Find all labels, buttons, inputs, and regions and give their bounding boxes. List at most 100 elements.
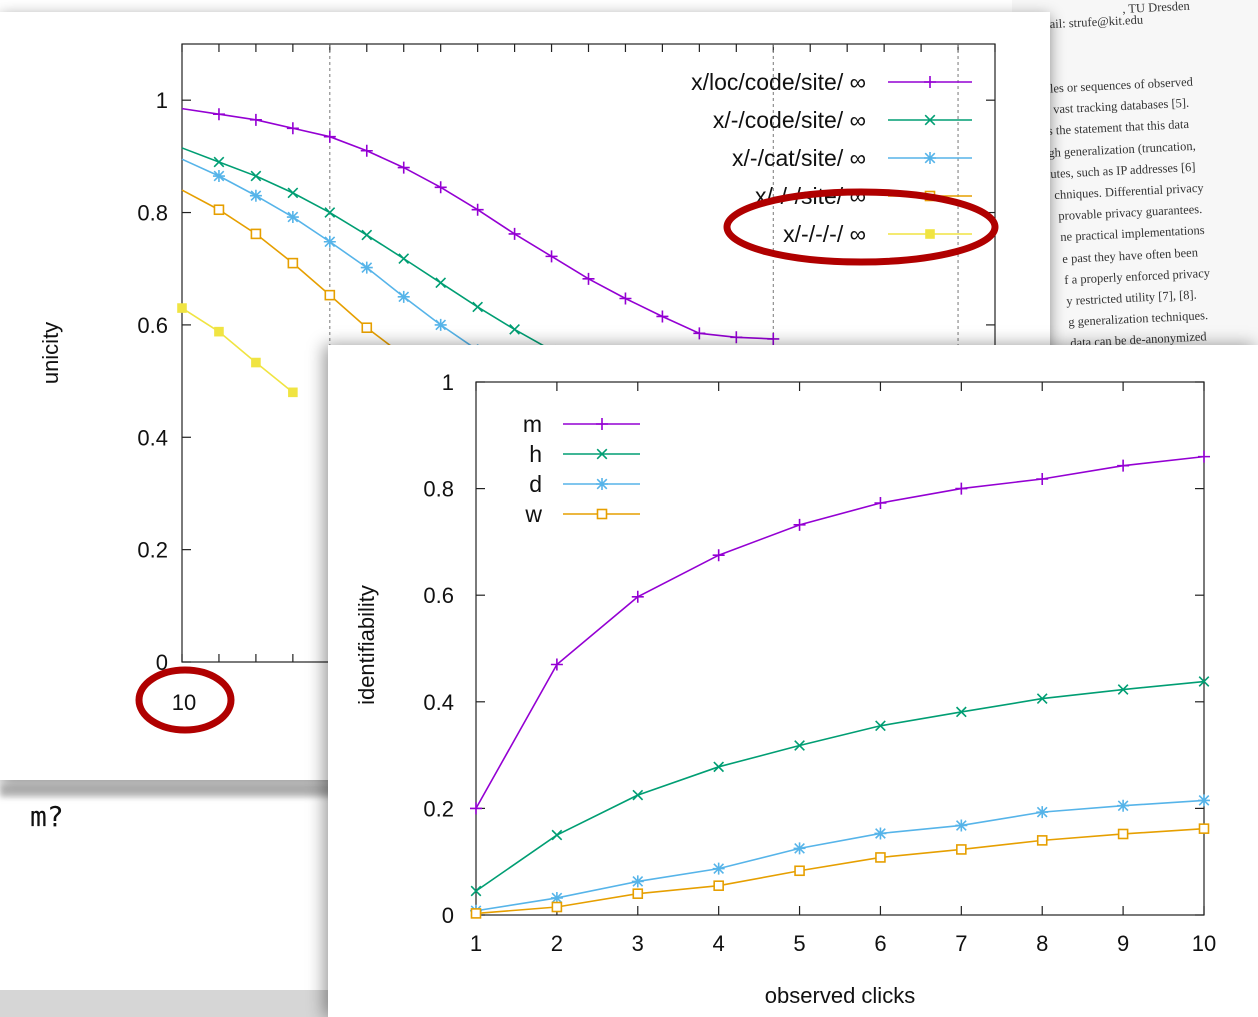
data-point [1117, 828, 1129, 840]
data-point [875, 720, 886, 732]
paper-line: gh generalization (truncation, [1048, 138, 1197, 160]
x-tick-label: 8 [1036, 931, 1048, 956]
data-point [712, 549, 725, 562]
data-point [397, 161, 410, 174]
data-point [793, 842, 806, 855]
legend-label: x/-/cat/site/ ∞ [732, 145, 866, 171]
data-point [545, 250, 558, 263]
data-point [324, 289, 336, 301]
data-point [713, 880, 724, 891]
data-point [693, 327, 706, 340]
data-point [323, 235, 336, 248]
y-tick-label: 0 [156, 650, 168, 675]
data-point [361, 322, 373, 334]
y-tick-label: 0.2 [137, 538, 168, 563]
data-point [955, 482, 968, 495]
data-point [550, 658, 563, 671]
paper-line: is the statement that this data [1044, 117, 1190, 139]
x-tick-label: 2 [551, 931, 563, 956]
x-tick-label: 10 [1192, 931, 1216, 956]
shadow-band [0, 785, 340, 797]
paper-line: files or sequences of observed [1042, 74, 1194, 96]
data-point [596, 418, 608, 430]
annotation-circle [135, 666, 235, 734]
data-point [596, 448, 608, 460]
data-point [361, 229, 373, 241]
unicity-chart: 0 0.2 0.4 0.6 0.8 1 x/loc/code/site/ ∞ x/-/code… [38, 43, 999, 734]
data-point [249, 113, 262, 126]
plot-frame [475, 381, 1205, 916]
y-tick-label: 0.6 [423, 583, 454, 608]
x-axis-title: observed clicks [765, 983, 915, 1008]
y-tick-label: 0.8 [137, 201, 168, 226]
data-point [712, 862, 725, 875]
slide-text-fragment: m? [30, 800, 64, 833]
paper-line: f a properly enforced privacy [1064, 265, 1211, 287]
data-point [793, 518, 806, 531]
paper-line: ne practical implementations [1060, 223, 1205, 245]
legend-label: x/loc/code/site/ ∞ [691, 69, 866, 95]
chart-panel-identifiability: 0 0.2 0.4 0.6 0.8 1 1 2 3 4 5 6 7 8 9 10 m h d w identifiabi… [328, 345, 1258, 1017]
data-point [508, 227, 521, 240]
data-point [551, 901, 563, 913]
x-tick-label: 7 [955, 931, 967, 956]
legend-label: h [529, 441, 542, 467]
y-tick-label: 0.2 [423, 796, 454, 821]
data-point [550, 891, 563, 904]
y-tick-label: 0.4 [423, 690, 454, 715]
legend-label: d [529, 471, 542, 497]
data-point [1198, 823, 1210, 834]
data-point [470, 908, 482, 919]
data-point [631, 590, 644, 603]
data-point [250, 228, 262, 240]
data-point [794, 740, 805, 751]
data-point [632, 888, 644, 899]
data-point [435, 277, 447, 289]
data-point [251, 357, 261, 368]
y-tick-label: 1 [156, 88, 168, 113]
data-point [596, 508, 608, 520]
data-point [955, 819, 968, 832]
data-point [287, 257, 299, 269]
data-point [713, 761, 725, 773]
data-point [470, 885, 482, 897]
data-point [924, 114, 936, 126]
paper-line: in vast tracking databases [5]. [1040, 95, 1190, 118]
paper-line: y restricted utility [7], [8]. [1066, 287, 1198, 308]
y-tick-label: 1 [442, 370, 454, 395]
data-point [924, 152, 936, 164]
data-point [656, 310, 669, 323]
data-point [288, 387, 298, 398]
data-point [470, 802, 482, 815]
data-point [1036, 835, 1048, 846]
data-point [1117, 799, 1130, 812]
series-line [475, 827, 1205, 915]
y-tick-label: 0.8 [423, 477, 454, 502]
data-point [249, 189, 262, 202]
paper-line: chniques. Differential privacy [1054, 180, 1204, 202]
data-point [1198, 794, 1210, 807]
data-point [874, 827, 887, 840]
data-point [286, 122, 299, 135]
data-point [214, 326, 224, 337]
legend-label: x/-/-/-/ ∞ [783, 221, 866, 247]
paper-line: utes, such as IP addresses [6] [1050, 159, 1196, 181]
data-point [250, 170, 262, 182]
series-line [475, 680, 1205, 892]
data-point [596, 478, 608, 490]
data-point [360, 261, 373, 274]
x-tick-label: 10 [172, 690, 196, 715]
data-point [582, 272, 595, 285]
x-tick-label: 5 [793, 931, 805, 956]
data-point [874, 496, 887, 509]
data-point [632, 789, 644, 801]
x-tick-label: 4 [713, 931, 725, 956]
series-line [475, 455, 1205, 809]
data-point [397, 290, 410, 303]
x-tick-label: 6 [874, 931, 886, 956]
paper-line: e past they have often been [1062, 244, 1199, 266]
data-point [794, 865, 805, 877]
data-point [360, 144, 373, 157]
data-point [509, 324, 520, 335]
